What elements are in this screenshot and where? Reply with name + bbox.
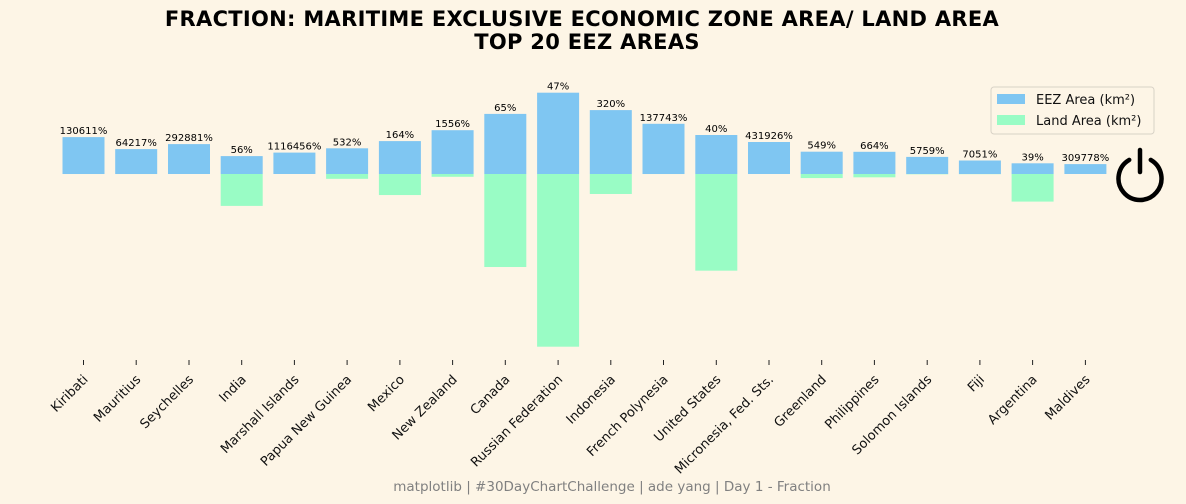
chart-title: FRACTION: MARITIME EXCLUSIVE ECONOMIC ZO… (165, 7, 1000, 31)
bar-eez-fiji (958, 160, 1001, 174)
legend-swatch-land (997, 115, 1025, 125)
chart-subtitle: TOP 20 EEZ AREAS (474, 30, 700, 54)
bar-eez-maldives (1064, 164, 1107, 174)
bar-eez-argentina (1011, 163, 1054, 174)
credit-text: matplotlib | #30DayChartChallenge | ade … (393, 479, 831, 495)
data-label-russian-federation: 47% (547, 82, 569, 93)
x-tick-label-fiji: Fiji (965, 372, 988, 395)
data-label-argentina: 39% (1021, 152, 1043, 163)
x-tick-label-micronesia-fed-sts: Micronesia, Fed. Sts. (672, 372, 777, 477)
legend-box (990, 86, 1155, 135)
bar-eez-indonesia (589, 110, 632, 174)
x-tick-label-india: India (217, 372, 250, 405)
data-label-greenland: 549% (807, 141, 836, 152)
data-label-new-zealand: 1556% (435, 119, 470, 130)
bar-eez-marshall-islands (273, 152, 316, 174)
bar-eez-philippines (853, 151, 896, 174)
x-tick-label-mexico: Mexico (365, 372, 408, 415)
data-labels-group: 130611% 64217% 292881% 56% 1116456% 532% 164% 1… (60, 82, 1110, 164)
bar-land-papua-new-guinea (326, 174, 369, 179)
bars-group (62, 92, 1107, 347)
bar-eez-mauritius (115, 149, 158, 174)
data-label-canada: 65% (494, 103, 516, 114)
legend: EEZ Area (km²) Land Area (km²) (990, 86, 1155, 135)
bar-eez-solomon-islands (906, 156, 949, 174)
data-label-kiribati: 130611% (60, 126, 108, 137)
bar-land-russian-federation (537, 174, 580, 347)
bar-eez-greenland (800, 151, 843, 174)
data-label-maldives: 309778% (1062, 153, 1110, 164)
legend-label-eez: EEZ Area (km²) (1036, 93, 1135, 108)
power-icon (1116, 147, 1164, 203)
bar-land-canada (484, 174, 527, 268)
bar-eez-kiribati (62, 137, 105, 174)
x-tick-label-canada: Canada (468, 372, 514, 418)
data-label-papua-new-guinea: 532% (333, 137, 362, 148)
bar-eez-canada (484, 113, 527, 174)
x-tick-label-russian-federation: Russian Federation (468, 372, 566, 470)
data-label-solomon-islands: 5759% (910, 146, 945, 157)
bar-land-indonesia (589, 174, 632, 194)
x-tick-label-argentina: Argentina (985, 372, 1040, 427)
x-tick-label-mauritius: Mauritius (91, 372, 144, 425)
x-tick-label-seychelles: Seychelles (137, 372, 197, 432)
data-label-india: 56% (231, 145, 253, 156)
data-label-indonesia: 320% (597, 99, 626, 110)
x-tick-label-kiribati: Kiribati (48, 372, 91, 415)
bar-eez-micronesia-fed-sts (748, 142, 790, 174)
data-label-philippines: 664% (860, 141, 889, 152)
bar-eez-india (220, 156, 263, 174)
data-label-mauritius: 64217% (116, 138, 157, 149)
bar-eez-seychelles (168, 144, 210, 174)
bar-eez-mexico (378, 141, 421, 174)
data-label-united-states: 40% (705, 124, 727, 135)
bar-land-mexico (378, 174, 421, 196)
legend-swatch-eez (997, 94, 1025, 104)
data-label-mexico: 164% (386, 130, 415, 141)
x-tick-label-papua-new-guinea: Papua New Guinea (258, 372, 355, 469)
data-label-marshall-islands: 1116456% (267, 142, 321, 153)
bar-land-new-zealand (431, 174, 474, 177)
bar-eez-french-polynesia (642, 123, 685, 174)
bar-land-argentina (1011, 174, 1054, 202)
bar-eez-new-zealand (431, 130, 474, 174)
x-tick-label-maldives: Maldives (1042, 372, 1093, 423)
bar-land-philippines (853, 174, 896, 178)
bar-land-greenland (800, 174, 843, 179)
data-label-fiji: 7051% (962, 150, 997, 161)
bar-eez-papua-new-guinea (326, 148, 369, 174)
data-label-seychelles: 292881% (165, 133, 213, 144)
bar-land-united-states (695, 174, 738, 271)
data-label-micronesia-fed-sts: 431926% (745, 131, 793, 142)
bar-land-india (220, 174, 263, 206)
bar-eez-united-states (695, 135, 738, 174)
bar-eez-russian-federation (537, 92, 580, 174)
x-tick-label-indonesia: Indonesia (564, 372, 619, 427)
data-label-french-polynesia: 137743% (640, 113, 688, 124)
legend-label-land: Land Area (km²) (1036, 114, 1141, 129)
